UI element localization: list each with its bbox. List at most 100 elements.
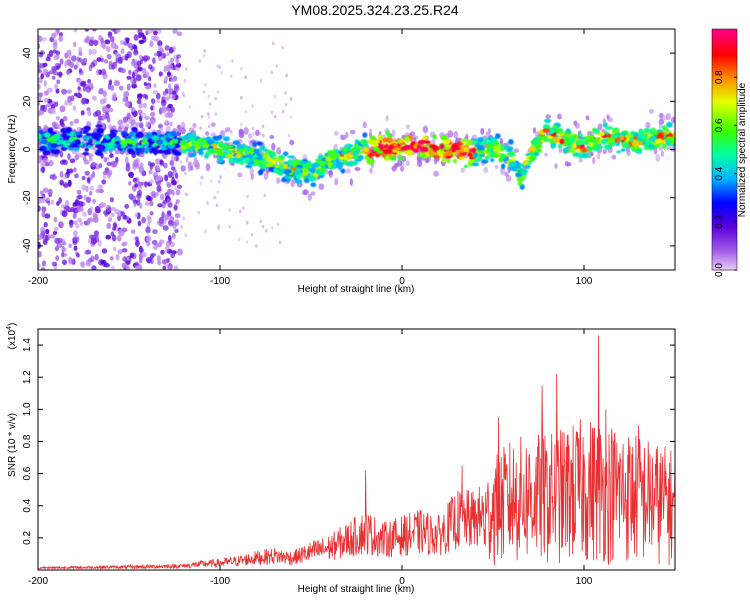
spectrogram-ridge-mark: [366, 159, 374, 164]
spectrogram-noise-mark: [85, 185, 89, 193]
spectrogram-halo-mark: [349, 129, 356, 135]
spectrogram-noise-mark: [92, 198, 96, 204]
spectrogram-halo-mark: [596, 153, 601, 160]
spectrogram-noise-mark: [115, 58, 119, 64]
spectrogram-noise-mark: [62, 182, 69, 187]
colorbar-strip: [712, 147, 737, 151]
colorbar-strip: [712, 59, 737, 62]
spectrogram-ridge-mark: [331, 163, 337, 168]
colorbar-strip: [712, 233, 737, 237]
spectrogram-noise-mark: [137, 93, 143, 98]
colorbar-strip: [712, 61, 737, 64]
spectrogram-ridge-mark: [61, 132, 68, 139]
spectrogram-halo-mark: [645, 121, 651, 129]
spectrogram-noise-mark: [131, 71, 136, 79]
spectrogram-ridge-mark: [262, 153, 268, 159]
colorbar-strip: [712, 159, 737, 163]
spectrogram-ridge-mark: [372, 146, 380, 152]
spectrogram-noise-mark: [67, 179, 72, 187]
spectrogram-ridge-mark: [616, 150, 621, 154]
spectrogram-noise-mark: [112, 226, 117, 231]
colorbar-label: Normalized spectral amplitude: [737, 82, 748, 217]
spectrogram-halo-mark: [269, 134, 275, 140]
colorbar-strip: [712, 161, 737, 165]
snr-x-label: Height of straight line (km): [298, 584, 415, 595]
spectrogram-noise-mark: [157, 40, 163, 47]
spectrogram-halo-mark: [660, 150, 665, 158]
spectrogram-noise-mark: [199, 126, 202, 130]
spectrogram-noise-mark: [104, 114, 109, 120]
spectrogram-noise-mark: [146, 195, 151, 202]
spectrogram-noise-mark: [124, 102, 130, 107]
spectrogram-ridge-mark: [515, 172, 523, 177]
spectrogram-noise-mark: [215, 203, 219, 207]
spectrogram-ridge-mark: [286, 169, 292, 174]
spectrogram-halo-mark: [416, 156, 422, 163]
spectrogram-noise-mark: [69, 222, 74, 229]
spectrogram-noise-mark: [139, 162, 144, 168]
spectrogram-noise-mark: [121, 262, 127, 269]
spectrogram-noise-mark: [42, 260, 46, 267]
spectrogram-ridge-mark: [50, 143, 58, 148]
spectrogram-noise-mark: [68, 243, 72, 249]
spectrogram-noise-mark: [133, 49, 139, 56]
spectrogram-ridge-mark: [488, 152, 495, 159]
colorbar-strip: [712, 207, 737, 211]
spectrogram-noise-mark: [246, 220, 249, 225]
spectrogram-noise-mark: [150, 105, 154, 111]
spectrogram-ridge-mark: [114, 136, 121, 140]
spectrogram-noise-mark: [38, 69, 43, 74]
spectrogram-halo-mark: [190, 165, 194, 171]
spectrogram-noise-mark: [88, 39, 95, 47]
spectrogram-noise-mark: [145, 226, 151, 234]
spectrogram-noise-mark: [81, 175, 86, 181]
colorbar-tick-label: 0.8: [714, 70, 725, 84]
spectrogram-noise-mark: [123, 41, 129, 46]
spectrogram-noise-mark: [117, 212, 121, 217]
spectrogram-noise-mark: [156, 242, 163, 248]
spectrogram-noise-mark: [53, 174, 57, 180]
spectrogram-noise-mark: [170, 166, 176, 171]
spectrogram-noise-mark: [166, 108, 171, 113]
spectrogram-ridge-mark: [442, 153, 448, 158]
spectrogram-noise-mark: [94, 253, 99, 261]
spectrogram-noise-mark: [167, 103, 173, 108]
spectrogram-noise-mark: [153, 83, 157, 88]
spectrogram-ridge-mark: [519, 163, 525, 168]
spectrogram-ridge-mark: [471, 147, 477, 154]
spectrogram-ridge-mark: [647, 144, 655, 149]
spectrogram-noise-mark: [271, 226, 274, 230]
spectrogram-y-tick-label: 40: [22, 47, 33, 59]
spectrogram-noise-mark: [150, 98, 156, 104]
colorbar-strip: [712, 83, 737, 86]
spectrogram-ridge-mark: [563, 147, 569, 153]
spectrogram-noise-mark: [109, 256, 114, 261]
spectrogram-halo-mark: [129, 115, 134, 123]
spectrogram-noise-mark: [219, 175, 222, 179]
spectrogram-noise-mark: [105, 205, 112, 212]
snr-y-tick-label: 0.4: [22, 498, 33, 512]
spectrogram-halo-mark: [213, 154, 217, 159]
spectrogram-ridge-mark: [472, 162, 480, 167]
spectrogram-ridge-mark: [174, 143, 181, 148]
spectrogram-ridge-mark: [552, 125, 558, 129]
spectrogram-noise-mark: [144, 181, 148, 188]
spectrogram-ridge-mark: [259, 145, 266, 151]
spectrogram-ridge-mark: [103, 134, 110, 139]
colorbar-tick-label: 0.2: [714, 214, 725, 228]
spectrogram-ridge-mark: [70, 131, 75, 137]
spectrogram-ridge-mark: [633, 132, 640, 137]
spectrogram-ridge-mark: [82, 129, 89, 135]
spectrogram-ridge-mark: [351, 147, 358, 152]
snr-frame: [37, 328, 676, 571]
colorbar-strip: [712, 33, 737, 36]
spectrogram-noise-mark: [174, 186, 177, 191]
spectrogram-noise-mark: [80, 110, 85, 116]
spectrogram-noise-mark: [96, 57, 102, 62]
spectrogram-noise-mark: [144, 55, 151, 61]
spectrogram-noise-mark: [152, 171, 159, 178]
spectrogram-ridge-mark: [551, 142, 557, 148]
spectrogram-ridge-mark: [367, 153, 375, 157]
spectrogram-noise-mark: [231, 59, 234, 63]
spectrogram-noise-mark: [174, 83, 179, 89]
